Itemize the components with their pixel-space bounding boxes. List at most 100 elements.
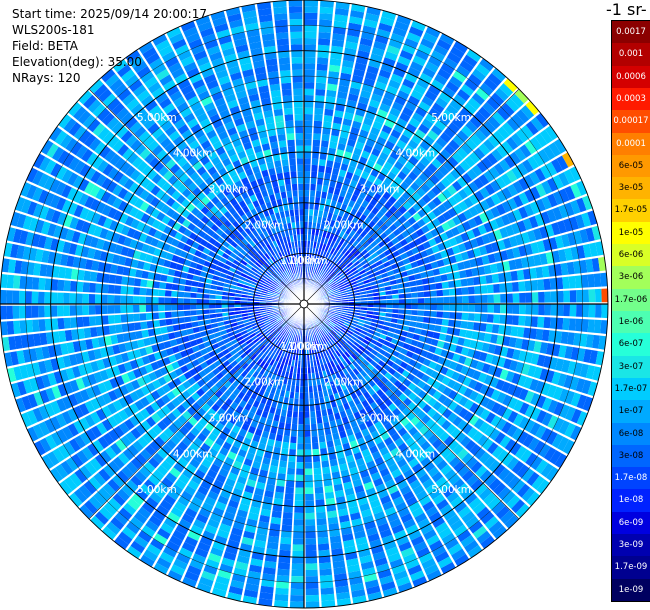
range-gate-cell — [46, 143, 59, 159]
range-gate-cell — [37, 189, 49, 205]
range-gate-cell — [251, 500, 262, 509]
range-gate-cell — [234, 297, 241, 301]
range-gate-cell — [147, 353, 157, 363]
range-gate-cell — [277, 369, 283, 377]
range-gate-cell — [0, 289, 7, 304]
range-gate-cell — [252, 493, 264, 503]
range-gate-cell — [519, 304, 526, 315]
range-gate-cell — [235, 454, 245, 464]
range-gate-cell — [435, 317, 443, 325]
range-gate-cell — [317, 32, 331, 40]
range-gate-cell — [393, 570, 409, 581]
range-gate-cell — [468, 378, 478, 390]
range-gate-cell — [375, 516, 388, 527]
range-gate-cell — [280, 537, 292, 545]
range-gate-cell — [284, 287, 290, 292]
range-gate-cell — [270, 426, 278, 435]
range-gate-cell — [185, 279, 193, 287]
range-gate-cell — [38, 277, 46, 291]
range-gate-cell — [268, 326, 275, 332]
range-gate-cell — [267, 438, 275, 447]
range-gate-cell — [153, 230, 163, 240]
range-gate-cell — [317, 422, 324, 430]
range-gate-cell — [76, 305, 83, 316]
range-gate-cell — [317, 316, 323, 322]
range-gate-cell — [376, 441, 387, 451]
range-gate-cell — [145, 416, 157, 428]
range-gate-cell — [434, 426, 446, 438]
range-gate-cell — [221, 300, 229, 304]
range-gate-cell — [290, 582, 304, 589]
range-gate-cell — [366, 526, 379, 537]
range-gate-cell — [426, 534, 441, 546]
range-gate-cell — [354, 530, 367, 540]
range-gate-cell — [493, 304, 501, 314]
range-gate-cell — [274, 25, 289, 34]
range-gate-cell — [412, 446, 424, 457]
range-gate-cell — [272, 504, 283, 512]
range-gate-cell — [201, 393, 210, 403]
range-gate-cell — [265, 259, 272, 267]
range-gate-cell — [138, 113, 152, 126]
range-gate-cell — [152, 424, 163, 436]
range-gate-cell — [178, 284, 185, 292]
range-gate-cell — [288, 158, 296, 166]
range-gate-cell — [332, 432, 341, 441]
range-gate-cell — [122, 526, 137, 540]
range-gate-cell — [108, 315, 115, 325]
range-gate-cell — [103, 464, 116, 478]
range-gate-cell — [293, 95, 303, 102]
range-gate-cell — [254, 428, 263, 437]
range-gate-cell — [256, 242, 263, 250]
range-gate-cell — [441, 532, 456, 545]
range-gate-cell — [346, 348, 354, 356]
range-gate-cell — [350, 472, 361, 482]
range-gate-cell — [370, 471, 382, 481]
range-gate-cell — [405, 304, 412, 309]
range-gate-cell — [539, 341, 548, 354]
range-gate-cell — [178, 278, 187, 286]
range-gate-cell — [366, 396, 375, 405]
range-gate-cell — [219, 385, 228, 394]
range-gate-cell — [159, 349, 168, 359]
range-gate-cell — [192, 327, 200, 334]
range-gate-cell — [516, 464, 530, 479]
range-gate-cell — [346, 313, 354, 317]
range-gate-cell — [469, 339, 478, 349]
range-gate-cell — [28, 247, 38, 262]
range-gate-cell — [47, 345, 57, 358]
range-gate-cell — [229, 198, 238, 207]
range-gate-cell — [451, 335, 459, 345]
range-gate-cell — [266, 278, 274, 284]
range-gate-cell — [142, 374, 152, 385]
range-gate-cell — [448, 319, 456, 327]
range-gate-cell — [329, 135, 339, 143]
range-gate-cell — [286, 317, 292, 323]
range-gate-cell — [58, 266, 67, 279]
range-gate-cell — [50, 292, 58, 304]
range-gate-cell — [7, 367, 17, 383]
range-gate-cell — [309, 398, 315, 406]
range-gate-cell — [262, 573, 276, 582]
range-gate-cell — [254, 539, 267, 548]
range-gate-cell — [461, 312, 469, 321]
range-gate-cell — [305, 481, 314, 488]
range-gate-cell — [409, 441, 420, 452]
range-gate-cell — [484, 515, 499, 530]
range-gate-cell — [573, 332, 582, 346]
range-gate-cell — [51, 385, 62, 400]
range-gate-cell — [537, 316, 545, 328]
range-gate-cell — [347, 386, 355, 394]
range-gate-cell — [52, 331, 60, 344]
range-gate-cell — [279, 543, 292, 551]
range-gate-cell — [273, 254, 279, 262]
range-gate-cell — [207, 151, 218, 161]
range-gate-cell — [346, 558, 360, 567]
range-gate-cell — [296, 164, 304, 172]
range-gate-cell — [260, 247, 267, 255]
range-gate-cell — [334, 324, 342, 330]
range-gate-cell — [545, 342, 555, 356]
range-gate-cell — [545, 369, 555, 383]
range-gate-cell — [368, 352, 376, 360]
range-gate-cell — [263, 340, 271, 347]
